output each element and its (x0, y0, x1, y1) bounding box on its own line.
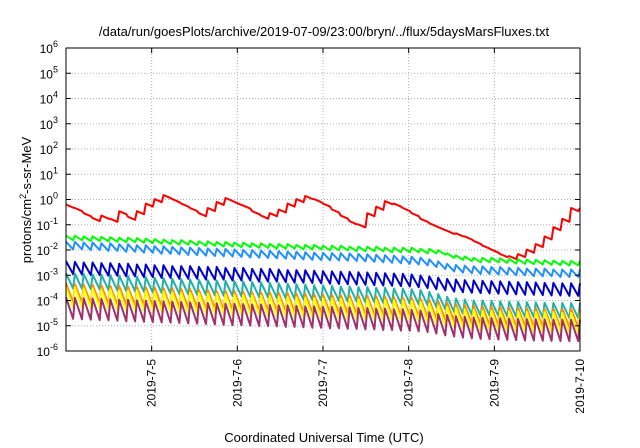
series-line (65, 296, 581, 343)
y-tick-label: 100 (40, 191, 58, 208)
y-axis: 10-6 10-5 10-4 10-3 10-2 10-1 100 101 102 103 104 1… (37, 39, 580, 359)
y-tick-label: 104 (40, 90, 58, 107)
y-tick-label: 10-6 (37, 342, 58, 359)
y-tick-label: 102 (40, 140, 58, 157)
x-tick-label: 2019-7-9 (487, 359, 501, 407)
series-line (65, 272, 581, 320)
chart-title: /data/run/goesPlots/archive/2019-07-09/2… (99, 24, 550, 39)
series-layer (65, 194, 581, 343)
x-tick-label: 2019-7-7 (316, 359, 330, 407)
y-axis-label: protons/cm2-s-sr-MeV (18, 136, 34, 263)
series-line (65, 260, 581, 297)
y-tick-label: 10-1 (37, 216, 58, 233)
series-line (65, 234, 581, 267)
x-tick-label: 2019-7-10 (573, 359, 587, 414)
y-tick-label: 10-2 (37, 241, 58, 258)
x-tick-label: 2019-7-6 (230, 359, 244, 407)
x-axis: 2019-7-5 2019-7-6 2019-7-7 2019-7-8 2019-7-9… (145, 48, 587, 414)
y-tick-label: 10-4 (37, 292, 58, 309)
x-tick-label: 2019-7-5 (145, 359, 159, 407)
x-tick-label: 2019-7-8 (402, 359, 416, 407)
y-tick-label: 10-3 (37, 266, 58, 283)
series-line (65, 240, 581, 278)
y-tick-label: 101 (40, 165, 58, 182)
series-line (65, 194, 581, 261)
y-tick-label: 10-5 (37, 317, 58, 334)
y-tick-label: 103 (40, 115, 58, 132)
x-axis-label: Coordinated Universal Time (UTC) (224, 430, 423, 445)
y-tick-label: 105 (40, 64, 58, 81)
y-tick-label: 106 (40, 39, 58, 56)
